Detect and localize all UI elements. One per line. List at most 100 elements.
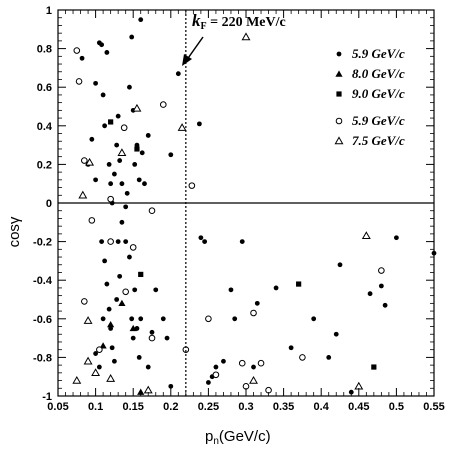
y-tick-label: -0.8 xyxy=(33,352,52,364)
data-point xyxy=(326,355,332,360)
data-point xyxy=(249,375,258,384)
data-point xyxy=(175,71,181,77)
data-point xyxy=(117,148,127,157)
x-tick-label: 0.3 xyxy=(238,401,253,413)
data-point xyxy=(102,258,108,264)
legend-entry-label: 9.0 GeV/c xyxy=(352,86,405,101)
data-point xyxy=(232,316,238,322)
data-point xyxy=(118,299,126,307)
x-tick-label: 0.55 xyxy=(423,401,444,413)
data-point xyxy=(129,324,137,332)
data-point xyxy=(378,283,384,289)
series-1 xyxy=(79,17,437,395)
data-point xyxy=(382,302,388,308)
y-tick-label: -0.2 xyxy=(33,237,52,249)
data-point xyxy=(72,375,82,384)
data-point xyxy=(138,316,144,322)
data-point xyxy=(85,157,95,166)
y-tick-label: 0.6 xyxy=(37,82,52,94)
data-point xyxy=(117,158,123,163)
data-point xyxy=(337,262,343,268)
data-point xyxy=(148,334,156,342)
data-point xyxy=(288,345,294,351)
data-point xyxy=(206,380,211,385)
data-point xyxy=(119,219,125,225)
legend-entry-label: 8.0 GeV/c xyxy=(352,66,405,81)
y-tick-label: 0 xyxy=(46,198,52,210)
data-point xyxy=(107,238,114,245)
data-point xyxy=(138,271,144,278)
kf-annotation-text: kF = 220 MeV/c xyxy=(192,11,286,32)
y-tick-label: 1 xyxy=(46,5,52,17)
data-point xyxy=(168,152,174,158)
data-point xyxy=(198,235,204,241)
legend-marker xyxy=(336,51,342,57)
data-point xyxy=(112,358,117,364)
data-point xyxy=(250,309,257,317)
data-point xyxy=(106,374,116,382)
data-point xyxy=(153,287,159,293)
data-point xyxy=(108,181,114,187)
data-point xyxy=(241,32,251,41)
data-point xyxy=(114,142,120,148)
series-2 xyxy=(99,299,145,395)
data-point xyxy=(130,335,136,341)
data-point xyxy=(78,190,88,199)
kf-annotation-arrowhead xyxy=(182,54,192,66)
data-point xyxy=(129,34,135,40)
data-point xyxy=(139,150,145,156)
data-point xyxy=(99,42,105,48)
data-point xyxy=(106,306,112,312)
series-3 xyxy=(108,119,377,370)
legend-marker xyxy=(335,117,343,125)
data-point xyxy=(134,142,140,148)
data-point xyxy=(160,316,166,322)
data-point xyxy=(299,354,306,361)
data-point xyxy=(91,368,101,377)
data-point xyxy=(122,288,129,296)
data-point xyxy=(107,320,115,328)
data-point xyxy=(159,101,167,108)
x-tick-label: 0.45 xyxy=(348,401,369,413)
data-point xyxy=(104,50,110,55)
y-tick-label: 0.2 xyxy=(37,159,52,171)
data-point xyxy=(371,364,377,370)
data-point xyxy=(115,113,121,119)
data-point xyxy=(93,80,98,86)
data-point xyxy=(114,297,120,302)
x-tick-label: 0.25 xyxy=(198,401,219,413)
data-point xyxy=(129,244,137,251)
data-point xyxy=(115,239,121,245)
data-point xyxy=(221,358,226,364)
y-tick-label: 0.4 xyxy=(37,121,53,133)
data-point xyxy=(112,171,117,177)
data-point xyxy=(196,121,202,127)
data-point xyxy=(378,267,385,274)
kf-annotation-arrow xyxy=(185,36,204,62)
data-point xyxy=(108,119,114,125)
data-point xyxy=(127,254,132,260)
data-point xyxy=(100,316,106,322)
kf-annotation: kF = 220 MeV/c xyxy=(182,11,286,66)
data-point xyxy=(394,235,399,241)
data-point xyxy=(134,146,140,152)
data-point xyxy=(228,287,234,293)
x-tick-label: 0.4 xyxy=(314,401,330,413)
data-point xyxy=(145,364,151,370)
data-point xyxy=(205,315,212,323)
data-point xyxy=(164,335,170,341)
data-point xyxy=(109,345,115,351)
series-5 xyxy=(72,32,371,394)
data-point xyxy=(254,300,260,306)
data-point xyxy=(145,133,151,138)
data-point xyxy=(107,195,114,203)
data-point xyxy=(132,287,138,293)
data-point xyxy=(257,359,265,367)
data-point xyxy=(102,123,108,129)
data-point xyxy=(168,383,174,389)
data-point xyxy=(81,157,88,164)
plot-layer xyxy=(72,17,437,395)
data-point xyxy=(213,364,219,370)
data-point xyxy=(132,162,138,167)
data-point xyxy=(124,190,130,196)
